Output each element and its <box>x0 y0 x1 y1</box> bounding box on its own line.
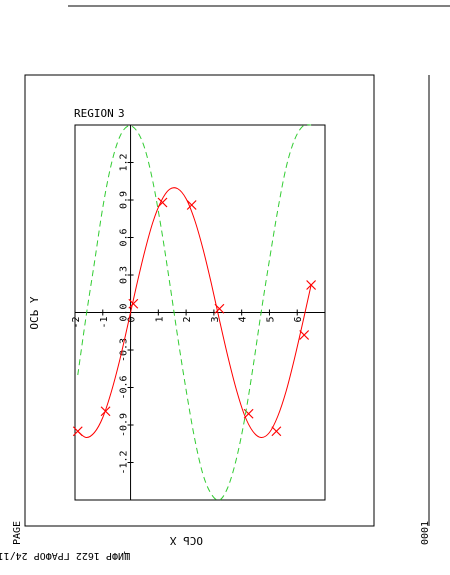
footer-text: ЩИФР 1622 ГРАФОР 24/11 <box>0 550 130 561</box>
data-point-marker <box>299 330 310 340</box>
y-tick-label: 0.3 <box>119 266 130 284</box>
x-tick-label: -2 <box>71 317 82 329</box>
axes-layer <box>74 125 325 500</box>
x-tick-label: 4 <box>238 317 249 323</box>
tick-labels-layer: -2 -1 0 1 2 3 4 5 6 -1.2 -0.9 -0.6 -0.3 0.0 0.3 0.6 0.9 1… <box>71 153 304 474</box>
data-point-marker <box>100 406 111 417</box>
data-point-marker <box>72 426 83 437</box>
page-number: 0001 <box>420 521 431 545</box>
y-tick-label: -0.9 <box>119 413 130 437</box>
region-number: 3 <box>118 107 125 120</box>
data-point-marker <box>306 280 317 290</box>
region-label: REGION <box>74 107 114 120</box>
data-point-marker <box>214 303 225 314</box>
data-point-marker <box>186 200 197 210</box>
y-tick-label: -0.3 <box>119 338 130 362</box>
outer-frame <box>24 74 375 527</box>
data-point-marker <box>128 298 139 309</box>
y-axis-title: OCЬ Y <box>28 296 41 329</box>
x-axis-title: OCЬ X <box>170 534 203 547</box>
x-tick-label: 3 <box>210 317 221 323</box>
series-layer <box>72 124 317 501</box>
y-tick-label: -1.2 <box>119 450 130 474</box>
x-tick-label: -1 <box>99 317 110 329</box>
x-tick-label: 2 <box>182 317 193 323</box>
data-point-marker <box>157 197 168 208</box>
y-tick-label: 0.0 <box>119 303 130 321</box>
series-solid-curve <box>77 187 312 439</box>
x-tick-label: 0 <box>127 317 138 323</box>
x-tick-label: 6 <box>293 317 304 323</box>
data-point-marker <box>271 426 282 437</box>
x-tick-label: 5 <box>265 317 276 323</box>
page-label: PAGE <box>12 521 23 545</box>
y-tick-label: 1.2 <box>119 153 130 171</box>
series-dashed-curve <box>77 124 312 501</box>
y-tick-label: 0.9 <box>119 191 130 209</box>
y-tick-label: 0.6 <box>119 228 130 246</box>
x-tick-label: 1 <box>154 317 165 323</box>
y-tick-label: -0.6 <box>119 375 130 399</box>
